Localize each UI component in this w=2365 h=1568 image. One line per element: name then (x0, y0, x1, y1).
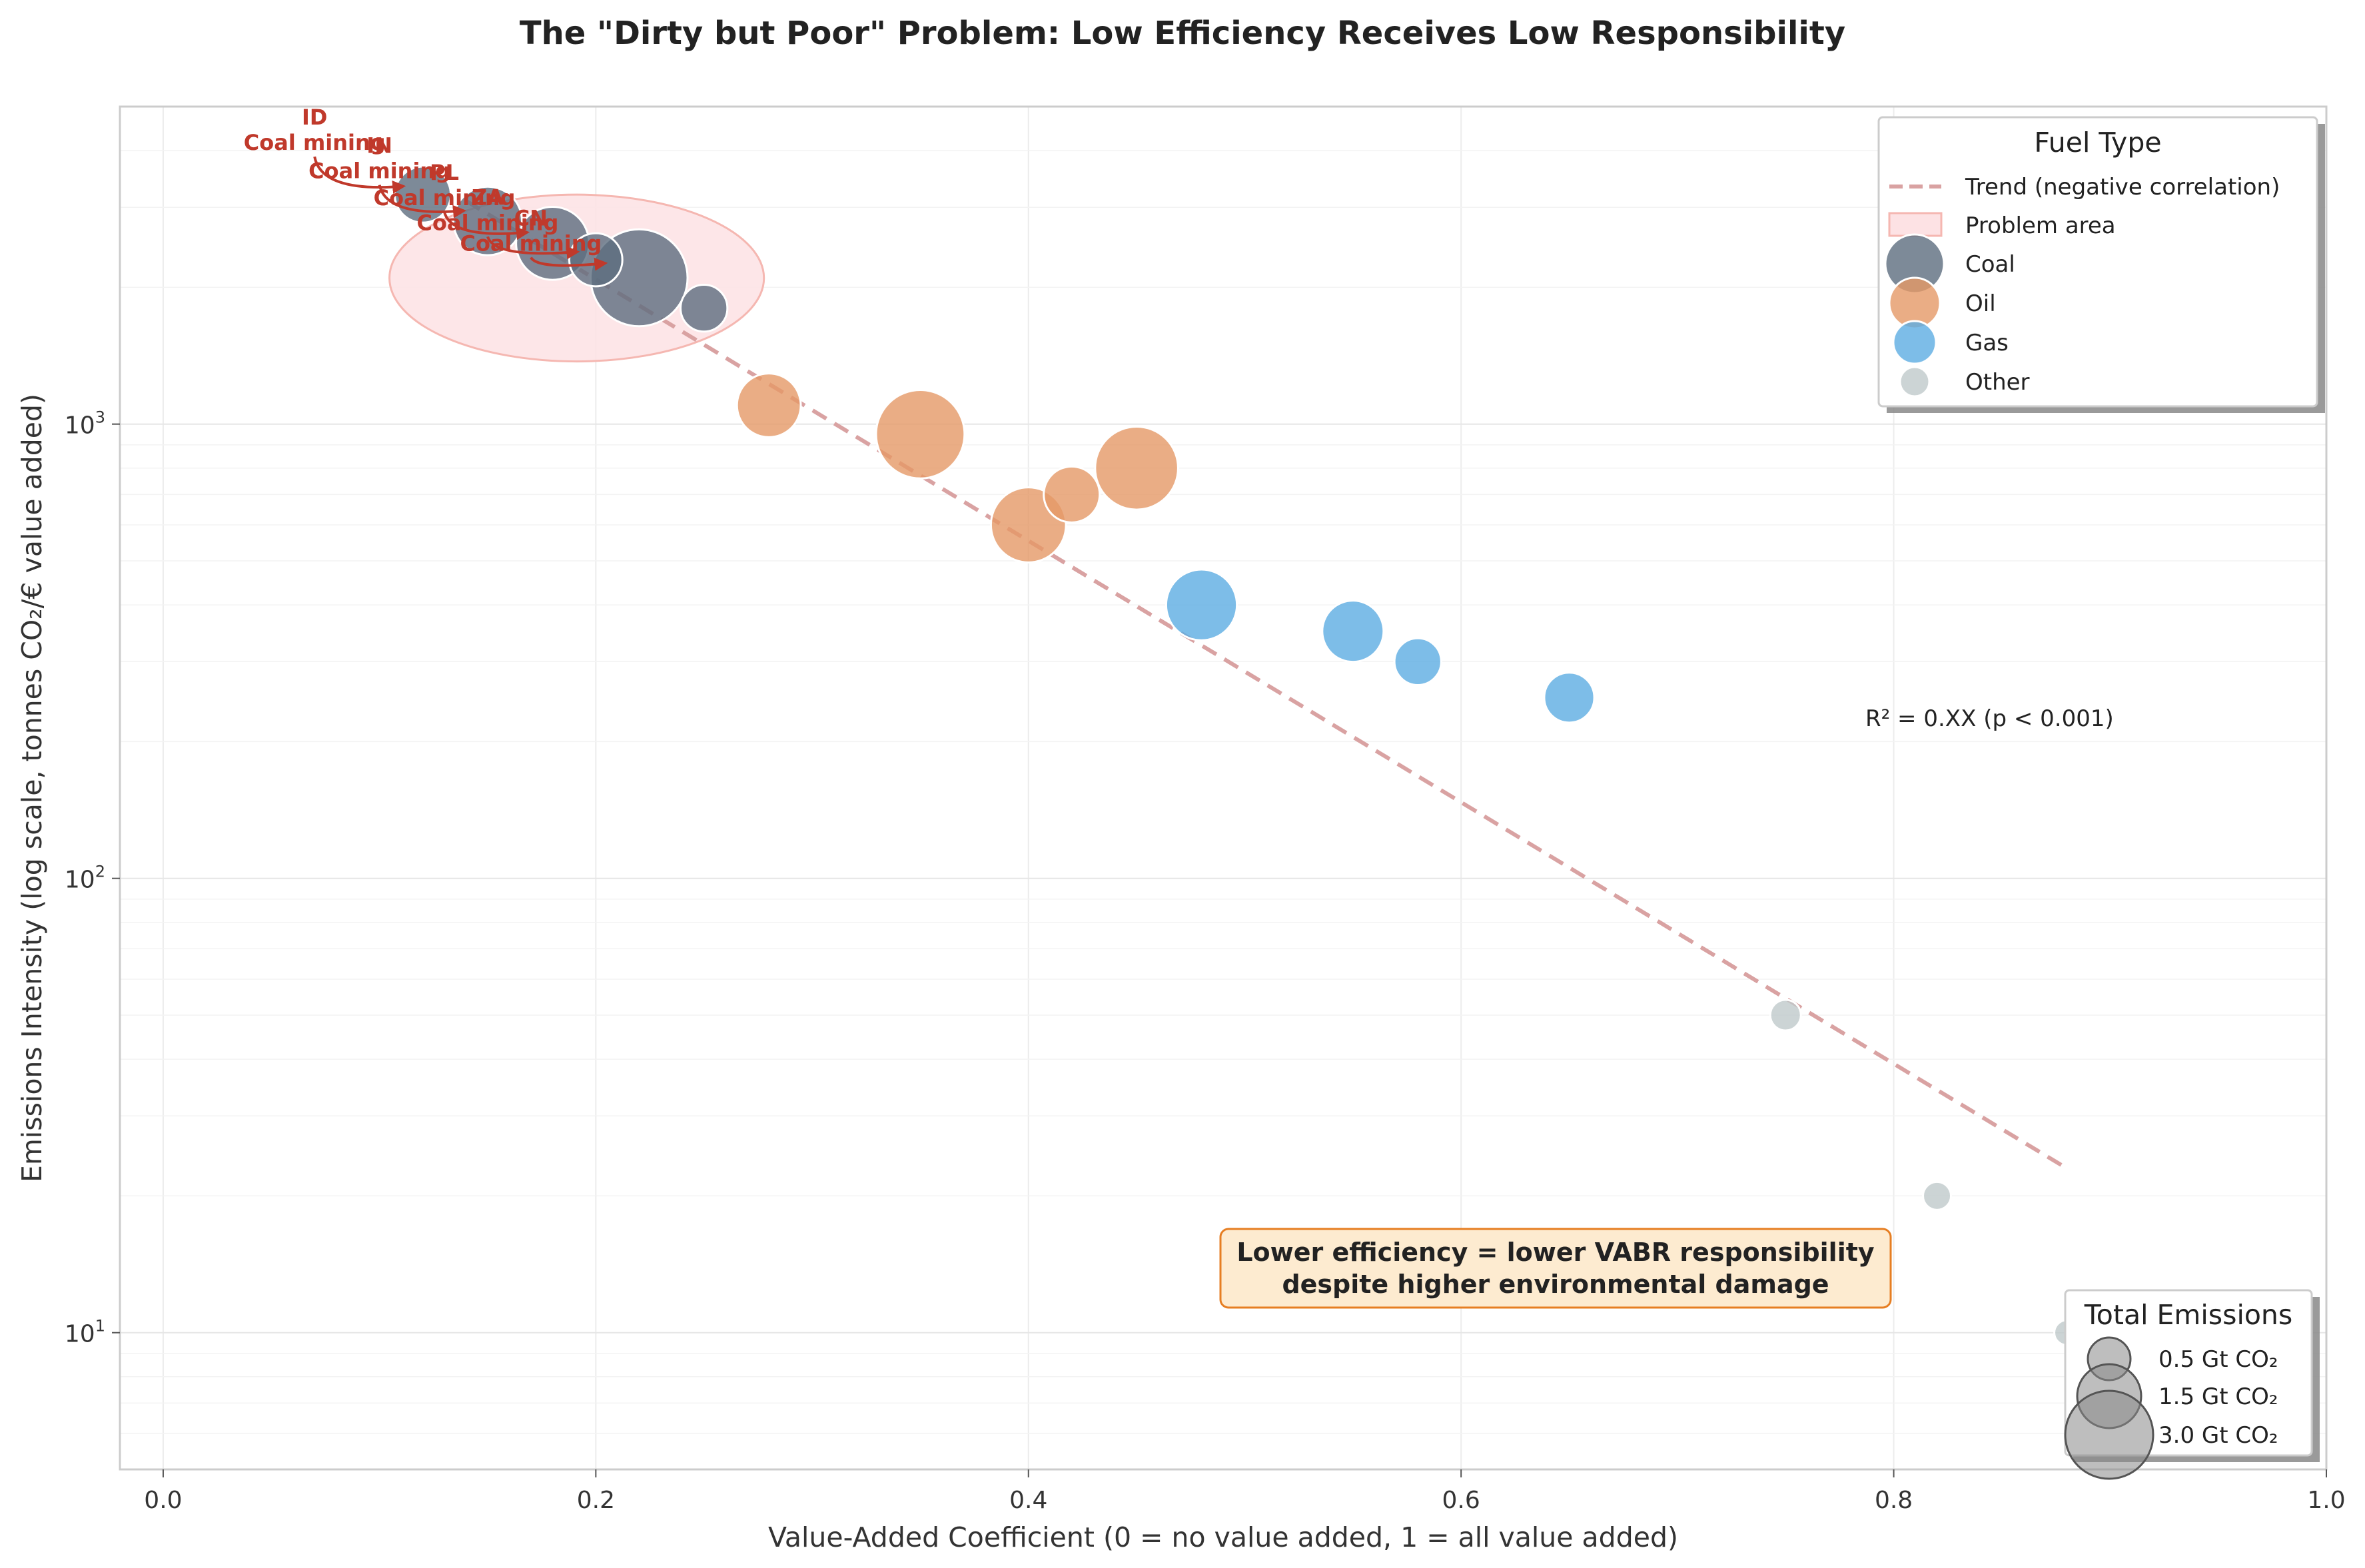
legend-trend-label: Trend (negative correlation) (1965, 174, 2280, 200)
gas-point (1393, 637, 1442, 686)
callout-background (1219, 1228, 1892, 1309)
x-tick-label: 0.4 (1009, 1487, 1047, 1514)
annotation-arrow (486, 236, 580, 260)
legend-problem-swatch (1888, 212, 1943, 237)
other-point (1769, 998, 1802, 1032)
other-point (1922, 1180, 1953, 1211)
coal-point (680, 283, 729, 333)
x-tick-label: 0.0 (144, 1487, 182, 1514)
annotation-arrow (378, 185, 466, 218)
size-legend-label-large: 3.0 Gt CO₂ (2158, 1422, 2278, 1449)
axes: 0.0 0.2 0.4 0.6 0.8 1.0 101 102 103 (65, 408, 2346, 1514)
oil-point (1043, 465, 1101, 524)
legend-problem-label: Problem area (1965, 212, 2116, 239)
x-tick-label: 0.2 (577, 1487, 615, 1514)
legend-other-label: Other (1965, 369, 2030, 396)
legend-gas-marker (1892, 320, 1937, 365)
chart-title: The "Dirty but Poor" Problem: Low Effici… (520, 15, 1845, 52)
legend-coal-label: Coal (1965, 251, 2015, 278)
legend-oil-label: Oil (1965, 290, 1996, 317)
legend-other-marker (1899, 366, 1931, 398)
callout-line-2: despite higher environmental damage (1282, 1270, 1829, 1299)
size-legend: Total Emissions 0.5 Gt CO₂ 1.5 Gt CO₂ 3.… (2064, 1289, 2320, 1480)
y-axis-label: Emissions Intensity (log scale, tonnes C… (16, 394, 48, 1182)
r-squared-text: R² = 0.XX (p < 0.001) (1865, 705, 2114, 732)
legend-gas-label: Gas (1965, 330, 2009, 356)
callout-line-1: Lower efficiency = lower VABR responsibi… (1236, 1238, 1875, 1267)
gas-point (1165, 568, 1238, 641)
size-legend-title: Total Emissions (2084, 1299, 2293, 1331)
y-tick-label: 101 (65, 1317, 105, 1348)
trend (464, 199, 2068, 1170)
annotation-sector: Coal mining (308, 159, 450, 184)
x-tick-label: 0.8 (1875, 1487, 1913, 1514)
grid (120, 106, 2327, 1470)
size-legend-label-medium: 1.5 Gt CO₂ (2158, 1383, 2278, 1410)
legend-box (1877, 116, 2318, 408)
x-tick-label: 0.6 (1442, 1487, 1480, 1514)
annotation-country: CN (514, 206, 548, 231)
annotation-sector: Coal mining (374, 185, 516, 210)
annotation-sector: Coal mining (244, 130, 386, 155)
y-tick-label: 103 (65, 408, 105, 440)
annotation-country: ID (302, 105, 327, 130)
annotation-arrow (530, 256, 608, 271)
y-tick-label: 102 (65, 863, 105, 894)
legend-title: Fuel Type (2034, 127, 2161, 159)
x-tick-label: 1.0 (2307, 1487, 2345, 1514)
coal-point (452, 185, 523, 256)
annotation-country: IN (366, 133, 392, 159)
gas-point (1321, 599, 1385, 663)
plot-frame (119, 105, 2328, 1471)
oil-point (875, 388, 966, 480)
gas-point (1543, 671, 1596, 724)
data-points (394, 165, 2081, 1346)
fuel-type-legend: Fuel Type Trend (negative correlation) P… (1877, 116, 2325, 413)
annotation-sector: Coal mining (417, 210, 559, 235)
oil-point (735, 372, 802, 438)
trend-line (464, 199, 2068, 1170)
callout-box: Lower efficiency = lower VABR responsibi… (1219, 1228, 1892, 1309)
size-legend-label-small: 0.5 Gt CO₂ (2158, 1346, 2278, 1373)
annotation-country: PL (430, 160, 459, 185)
annotation-arrow (443, 211, 530, 240)
annotation-sector: Coal mining (460, 231, 602, 256)
size-legend-marker-large (2064, 1389, 2154, 1480)
oil-point (1094, 425, 1179, 511)
annotation-arrow (313, 156, 406, 194)
x-axis-label: Value-Added Coefficient (0 = no value ad… (768, 1521, 1678, 1553)
annotation-country: ZA (472, 185, 504, 210)
